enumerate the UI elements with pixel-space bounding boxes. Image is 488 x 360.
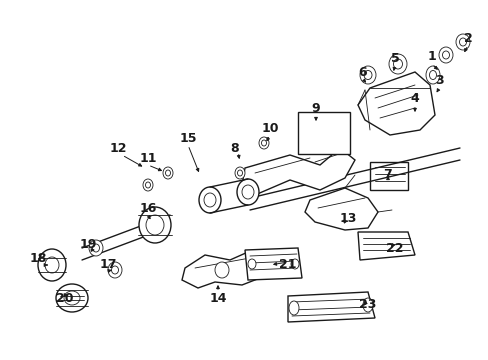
Text: 6: 6 — [358, 66, 366, 78]
Polygon shape — [287, 292, 374, 322]
Ellipse shape — [146, 215, 163, 235]
Text: 16: 16 — [139, 202, 156, 215]
Ellipse shape — [45, 257, 59, 273]
Bar — [297, 112, 349, 154]
Polygon shape — [357, 232, 414, 260]
Text: 8: 8 — [230, 141, 239, 154]
Ellipse shape — [56, 284, 88, 312]
Text: 5: 5 — [390, 51, 399, 64]
Ellipse shape — [438, 47, 452, 63]
Ellipse shape — [393, 59, 402, 69]
Text: 18: 18 — [29, 252, 46, 265]
Ellipse shape — [363, 71, 371, 80]
Text: 7: 7 — [383, 168, 391, 181]
Ellipse shape — [203, 193, 216, 207]
Ellipse shape — [247, 259, 256, 269]
Ellipse shape — [92, 244, 99, 252]
Ellipse shape — [163, 167, 173, 179]
Ellipse shape — [428, 71, 436, 80]
Ellipse shape — [64, 291, 80, 305]
Ellipse shape — [288, 301, 298, 315]
Text: 13: 13 — [339, 211, 356, 225]
Ellipse shape — [259, 137, 268, 149]
Ellipse shape — [235, 167, 244, 179]
Ellipse shape — [455, 34, 469, 50]
Ellipse shape — [139, 207, 171, 243]
Ellipse shape — [442, 51, 448, 59]
Text: 11: 11 — [139, 152, 157, 165]
Ellipse shape — [388, 54, 406, 74]
Ellipse shape — [237, 170, 242, 176]
Polygon shape — [305, 188, 377, 230]
Ellipse shape — [165, 170, 170, 176]
Ellipse shape — [425, 66, 439, 84]
Ellipse shape — [215, 262, 228, 278]
Ellipse shape — [108, 262, 122, 278]
Ellipse shape — [290, 259, 298, 269]
Text: 14: 14 — [209, 292, 226, 305]
Text: 4: 4 — [410, 91, 419, 104]
Text: 3: 3 — [435, 73, 444, 86]
Ellipse shape — [261, 140, 266, 146]
Text: 2: 2 — [463, 31, 471, 45]
Polygon shape — [357, 72, 434, 135]
Ellipse shape — [145, 182, 150, 188]
Text: 15: 15 — [179, 131, 196, 144]
Ellipse shape — [362, 298, 372, 312]
Text: 21: 21 — [279, 258, 296, 271]
Ellipse shape — [237, 179, 259, 205]
Ellipse shape — [359, 66, 375, 84]
Ellipse shape — [89, 240, 103, 256]
Ellipse shape — [111, 266, 118, 274]
Polygon shape — [182, 252, 262, 288]
Polygon shape — [242, 148, 354, 195]
Text: 1: 1 — [427, 50, 435, 63]
Text: 20: 20 — [56, 292, 74, 305]
Ellipse shape — [38, 249, 66, 281]
Text: 17: 17 — [99, 258, 117, 271]
Text: 22: 22 — [386, 242, 403, 255]
Text: 23: 23 — [359, 298, 376, 311]
Text: 9: 9 — [311, 102, 320, 114]
Polygon shape — [244, 248, 302, 280]
Ellipse shape — [142, 179, 153, 191]
Ellipse shape — [199, 187, 221, 213]
Text: 10: 10 — [261, 122, 278, 135]
Ellipse shape — [242, 185, 253, 199]
Text: 12: 12 — [109, 141, 126, 154]
Text: 19: 19 — [79, 238, 97, 252]
Bar — [369, 162, 407, 190]
Ellipse shape — [459, 38, 466, 46]
